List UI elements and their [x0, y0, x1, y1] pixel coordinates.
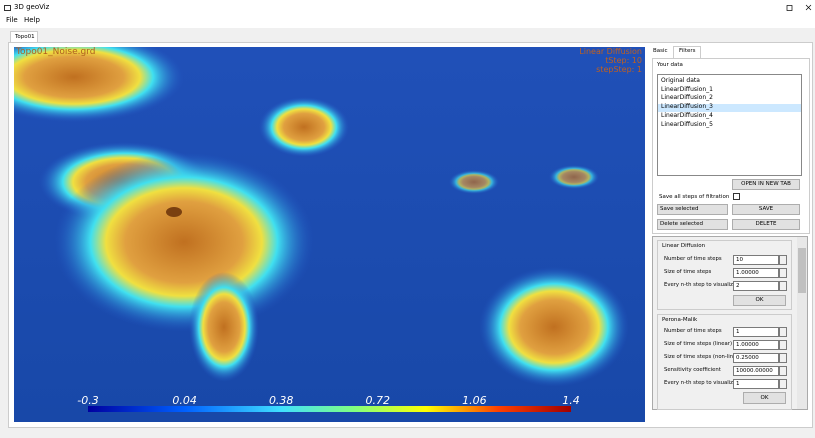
scroll-thumb[interactable]: [798, 248, 806, 293]
spin-box[interactable]: [779, 353, 787, 363]
panel-tab-filters[interactable]: Filters: [679, 48, 696, 54]
overlay-line: stepStep: 1: [560, 65, 642, 74]
window-title: 3D geoViz: [14, 3, 49, 11]
spin-box[interactable]: [779, 340, 787, 350]
ok-button[interactable]: OK: [743, 392, 786, 404]
spin-box[interactable]: [779, 379, 787, 389]
spin-box[interactable]: [779, 327, 787, 337]
menu-help[interactable]: Help: [24, 16, 40, 24]
spin-box[interactable]: [779, 255, 787, 265]
list-item[interactable]: LinearDiffusion_2: [661, 94, 713, 101]
app-window: 3D geoViz File Help Topo01 Topo01_Noise.…: [0, 0, 815, 438]
field-label: Size of time steps (linear): [664, 341, 732, 347]
field-label: Every n-th step to visualize: [664, 380, 736, 386]
field-label: Number of time steps: [664, 256, 722, 262]
field-label: Size of time steps: [664, 269, 711, 275]
menu-file[interactable]: File: [6, 16, 18, 24]
field-input[interactable]: 10000.00000: [733, 366, 779, 376]
field-label: Size of time steps (non-linear): [664, 354, 744, 360]
delete-button[interactable]: DELETE: [732, 219, 800, 230]
colorbar-label: 0.04: [172, 394, 197, 407]
window-controls[interactable]: [780, 2, 815, 14]
colorbar-label: 1.06: [462, 394, 487, 407]
overlay-line: Linear Diffusion: [560, 47, 642, 56]
overlay-info: Linear Diffusion tStep: 10 stepStep: 1: [560, 47, 642, 74]
colorbar-label: 0.72: [366, 394, 391, 407]
field-input[interactable]: 10: [733, 255, 779, 265]
field-input[interactable]: 2: [733, 281, 779, 291]
group-title: Your data: [657, 62, 683, 68]
spin-box[interactable]: [779, 281, 787, 291]
field-input[interactable]: 1.00000: [733, 340, 779, 350]
save-all-checkbox[interactable]: [733, 193, 740, 200]
field-label: Number of time steps: [664, 328, 722, 334]
file-label: Topo01_Noise.grd: [16, 47, 95, 57]
field-input[interactable]: 1.00000: [733, 268, 779, 278]
ok-button[interactable]: OK: [733, 295, 786, 306]
spin-box[interactable]: [779, 268, 787, 278]
title-bar: [0, 0, 815, 28]
document-tab-label[interactable]: Topo01: [15, 34, 35, 40]
group-title: Perona-Malik: [662, 317, 697, 323]
save-button[interactable]: SAVE: [732, 204, 800, 215]
colorbar-label: 1.4: [562, 394, 580, 407]
list-item[interactable]: Original data: [661, 77, 700, 84]
app-icon: [4, 5, 11, 11]
group-title: Linear Diffusion: [662, 243, 705, 249]
field-label: Every n-th step to visualize: [664, 282, 736, 288]
overlay-line: tStep: 10: [560, 56, 642, 65]
viewport-3d[interactable]: [14, 47, 645, 422]
open-button[interactable]: OPEN IN NEW TAB: [732, 179, 800, 190]
colorbar-label: 0.38: [269, 394, 294, 407]
field-label: Sensitivity coefficient: [664, 367, 721, 373]
list-item[interactable]: LinearDiffusion_5: [661, 121, 713, 128]
field-input[interactable]: 0.25000: [733, 353, 779, 363]
panel-tab-basic[interactable]: Basic: [653, 48, 668, 54]
list-item[interactable]: LinearDiffusion_3: [661, 103, 713, 110]
save-all-label: Save all steps of filtration: [659, 194, 729, 200]
delete-combo[interactable]: Delete selected: [657, 219, 728, 230]
list-item[interactable]: LinearDiffusion_1: [661, 86, 713, 93]
field-input[interactable]: 1: [733, 327, 779, 337]
list-item[interactable]: LinearDiffusion_4: [661, 112, 713, 119]
spin-box[interactable]: [779, 366, 787, 376]
field-input[interactable]: 1: [733, 379, 779, 389]
colorbar-label: -0.3: [77, 394, 98, 407]
save-combo[interactable]: Save selected: [657, 204, 728, 215]
